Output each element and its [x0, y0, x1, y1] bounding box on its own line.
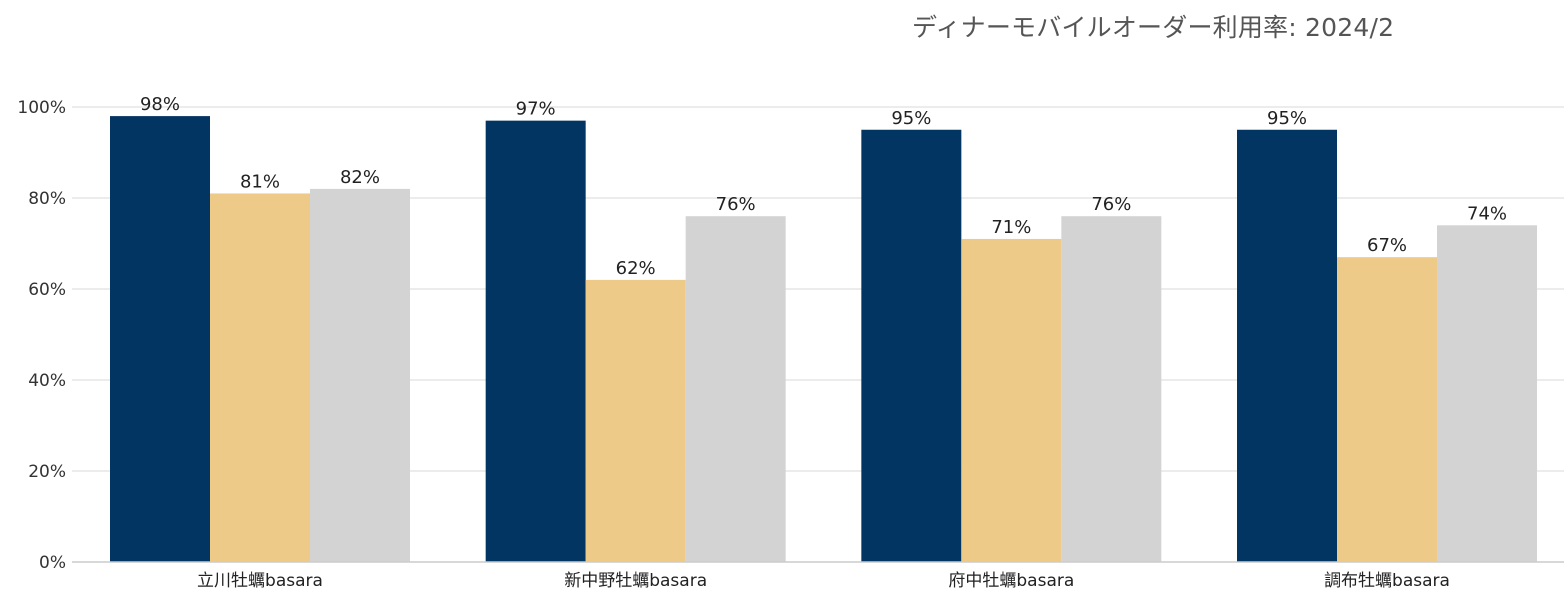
x-tick-label: 府中牡蠣basara — [948, 571, 1074, 591]
bar — [1437, 225, 1538, 563]
data-label: 76% — [1091, 194, 1131, 215]
y-tick-label: 0% — [39, 553, 66, 573]
x-axis: 立川牡蠣basara 新中野牡蠣basara 府中牡蠣basara 調布牡蠣basar… — [72, 561, 1564, 591]
data-label: 74% — [1467, 203, 1507, 224]
bar — [1061, 216, 1162, 562]
bar — [861, 129, 962, 562]
x-tick-label: 新中野牡蠣basara — [564, 571, 707, 591]
data-label: 98% — [140, 94, 180, 115]
bar — [585, 279, 686, 562]
y-tick-label: 80% — [28, 189, 66, 209]
y-tick-label: 40% — [28, 371, 66, 391]
data-label: 81% — [240, 171, 280, 192]
bars — [110, 116, 1538, 563]
data-labels: 98% 97% 95% 95% 81% 62% 71% 67% 82% 76% 76% 74% — [140, 94, 1507, 279]
bar — [1237, 129, 1338, 562]
bar — [210, 193, 310, 562]
data-label: 62% — [616, 258, 656, 279]
x-tick-label: 立川牡蠣basara — [197, 571, 323, 591]
bar — [485, 120, 586, 563]
bar — [961, 238, 1062, 562]
y-tick-label: 100% — [17, 98, 66, 118]
bar — [310, 188, 410, 562]
data-label: 67% — [1367, 235, 1407, 256]
y-axis: 0% 20% 40% 60% 80% 100% — [17, 98, 66, 573]
data-label: 82% — [340, 167, 380, 188]
data-label: 95% — [1267, 108, 1307, 129]
bar — [110, 116, 210, 562]
data-label: 71% — [991, 217, 1031, 238]
chart-title: ディナーモバイルオーダー利用率: 2024/2 — [912, 13, 1395, 42]
y-tick-label: 60% — [28, 280, 66, 300]
bar — [1337, 257, 1438, 562]
data-label: 97% — [516, 99, 556, 120]
data-label: 76% — [716, 194, 756, 215]
y-tick-label: 20% — [28, 462, 66, 482]
bar — [685, 216, 786, 562]
data-label: 95% — [891, 108, 931, 129]
x-tick-label: 調布牡蠣basara — [1324, 571, 1450, 591]
